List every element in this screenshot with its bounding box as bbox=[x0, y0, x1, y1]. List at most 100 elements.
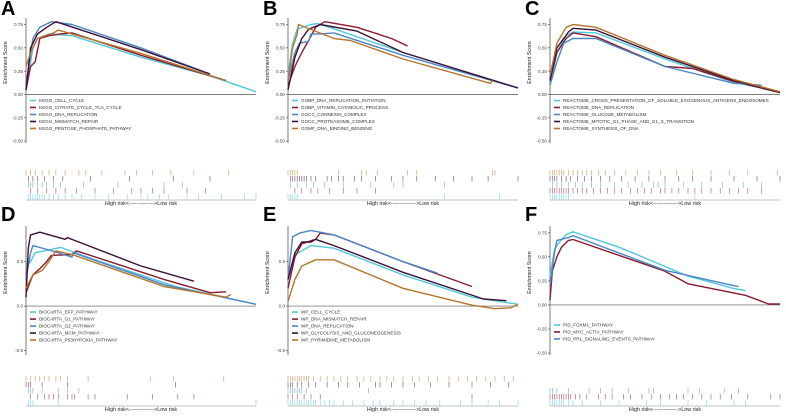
x-axis-label: High risk<-------------->Low risk bbox=[105, 407, 177, 413]
x-axis-label: High risk<-------------->Low risk bbox=[367, 201, 439, 207]
y-tick-label: -0.50 bbox=[275, 139, 286, 144]
y-tick-label: 0.25 bbox=[276, 69, 285, 74]
y-tick-label: 0.75 bbox=[538, 230, 547, 235]
legend-label: KEGG_PENTOSE_PHOSPHATE_PATHWAY bbox=[39, 126, 131, 131]
y-tick-label: -0.25 bbox=[537, 327, 548, 332]
x-axis-label: High risk<-------------->Low risk bbox=[629, 407, 701, 413]
y-tick-label: 0.5 bbox=[279, 259, 286, 264]
y-tick-label: -0.25 bbox=[537, 115, 548, 120]
y-tick-label: 0.25 bbox=[14, 69, 23, 74]
y-tick-label: -0.25 bbox=[13, 115, 24, 120]
legend-label: BIOCARTA_EFP_PATHWAY bbox=[39, 310, 98, 315]
panel-A: A 0.75 0.50 0.25 0.00 -0.25 -0.50 Enrichment Sc… bbox=[1, 0, 257, 207]
legend-label: WP_DNA_REPLICATION bbox=[301, 324, 354, 329]
panel-B: B 0.75 0.50 0.25 0.00 -0.25 -0.50 Enrichment Sc… bbox=[263, 0, 519, 207]
y-axis-label: Enrichment Score bbox=[3, 41, 9, 84]
legend-label: REACTOME_MITOTIC_G1_PHASE_AND_G1_S_TRANS… bbox=[563, 119, 694, 124]
es-curve-pid_prl_signaling_events_pathway bbox=[549, 234, 739, 288]
y-axis-label: Enrichment Score bbox=[265, 251, 271, 294]
panel-letter: F bbox=[525, 204, 537, 226]
y-tick-label: -0.50 bbox=[13, 139, 24, 144]
y-tick-label: -0.25 bbox=[275, 115, 286, 120]
panel-D: D 0.5 0.0 -0.5 Enrichment Score BIOCARTA_EFP_… bbox=[1, 204, 257, 413]
es-curve-gobp_dna_replication_initiation bbox=[287, 22, 519, 89]
es-curve-kegg_mismatch_repair bbox=[25, 21, 211, 90]
y-tick-label: -0.50 bbox=[537, 139, 548, 144]
y-tick-label: -0.50 bbox=[537, 351, 548, 356]
es-curve-wp_dna_replication bbox=[287, 229, 438, 280]
legend-label: BIOCARTA_MCM_PATHWAY bbox=[39, 331, 100, 336]
y-tick-label: 0.75 bbox=[276, 22, 285, 27]
y-axis-label: Enrichment Score bbox=[265, 41, 271, 84]
es-curve-gomf_dna_binding_bending bbox=[287, 23, 494, 84]
legend-label: WP_PYRIMIDINE_METABOLISM bbox=[301, 338, 370, 343]
y-tick-label: 0.75 bbox=[14, 22, 23, 27]
legend-label: KEGG_CITRATE_CYCLE_TCA_CYCLE bbox=[39, 105, 122, 110]
legend-label: GOBP_VITAMIN_CATABOLIC_PROCESS bbox=[301, 105, 388, 110]
y-tick-label: 0.00 bbox=[14, 92, 23, 97]
legend-label: WP_CELL_CYCLE bbox=[301, 310, 340, 315]
legend-label: BIOCARTA_P53HYPOXIA_PATHWAY bbox=[39, 338, 117, 343]
panel-letter: C bbox=[525, 0, 539, 20]
legend-label: REACTOME_GLUCOSE_METABOLISM bbox=[563, 112, 646, 117]
es-curve-gocc_connexin_complex bbox=[287, 32, 519, 89]
panel-letter: B bbox=[263, 0, 277, 20]
es-curve-wp_glycolysis_and_gluconeogenesis bbox=[287, 238, 507, 302]
es-curve-kegg_dna_replication bbox=[25, 21, 211, 86]
legend-label: WP_GLYCOLYSIS_AND_GLUCONEOGENESIS bbox=[301, 331, 401, 336]
es-curve-gocc_proteasome_complex bbox=[287, 23, 519, 90]
panel-letter: E bbox=[263, 204, 276, 226]
legend-label: PID_PRL_SIGNALING_EVENTS_PATHWAY bbox=[563, 337, 655, 342]
legend-label: REACTOME_CROSS_PRESENTATION_OF_SOLUBLE_E… bbox=[563, 98, 769, 103]
y-tick-label: 0.0 bbox=[17, 304, 24, 309]
legend-label: GOCC_CONNEXIN_COMPLEX bbox=[301, 112, 367, 117]
es-curve-biocarta_g1_pathway bbox=[25, 250, 227, 294]
y-tick-label: 0.50 bbox=[276, 45, 285, 50]
legend-label: GOBP_DNA_REPLICATION_INITIATION bbox=[301, 98, 386, 103]
legend-label: PID_FOXM1_PATHWAY bbox=[563, 323, 613, 328]
es-curve-wp_cell_cycle bbox=[287, 244, 519, 305]
panel-letter: D bbox=[1, 204, 15, 226]
y-tick-label: -0.5 bbox=[277, 348, 285, 353]
legend-label: WP_DNA_MISMATCH_REPAIR bbox=[301, 317, 367, 322]
y-tick-label: 0.0 bbox=[279, 304, 286, 309]
legend-label: REACTOME_SYNTHESIS_OF_DNA bbox=[563, 126, 640, 131]
y-tick-label: 0.25 bbox=[538, 278, 547, 283]
y-tick-label: -0.5 bbox=[15, 348, 23, 353]
y-tick-label: 0.25 bbox=[538, 69, 547, 74]
es-curve-kegg_citrate_cycle_tca_cycle bbox=[25, 32, 227, 90]
legend-label: KEGG_CELL_CYCLE bbox=[39, 98, 84, 103]
panel-E: E 0.5 0.0 -0.5 Enrichment Score WP_CELL_CYCLE… bbox=[263, 204, 519, 413]
es-curve-pid_myc_activ_pathway bbox=[549, 238, 780, 305]
legend-label: PID_MYC_ACTIV_PATHWAY bbox=[563, 330, 624, 335]
legend-label: GOMF_DNA_BINDING_BENDING bbox=[301, 126, 373, 131]
legend-label: REACTOME_DNA_REPLICATION bbox=[563, 105, 634, 110]
es-curve-biocarta_g2_pathway bbox=[25, 244, 257, 305]
y-tick-label: 0.5 bbox=[17, 259, 24, 264]
es-curve-kegg_cell_cycle bbox=[25, 33, 257, 93]
y-axis-label: Enrichment Score bbox=[527, 251, 533, 294]
es-curve-reactome_mitotic_g1_phase_and_g1_s_transition bbox=[549, 27, 781, 94]
es-curve-gobp_vitamin_catabolic_process bbox=[287, 21, 408, 86]
y-tick-label: 0.00 bbox=[538, 92, 547, 97]
es-curve-wp_pyrimidine_metabolism bbox=[287, 259, 519, 310]
y-tick-label: 0.50 bbox=[538, 45, 547, 50]
legend-label: BIOCARTA_G1_PATHWAY bbox=[39, 317, 95, 322]
y-axis-label: Enrichment Score bbox=[527, 41, 533, 84]
legend-label: BIOCARTA_G2_PATHWAY bbox=[39, 324, 95, 329]
es-curve-biocarta_p53hypoxia_pathway bbox=[25, 250, 232, 298]
legend-label: KEGG_DNA_REPLICATION bbox=[39, 112, 97, 117]
es-curve-kegg_pentose_phosphate_pathway bbox=[25, 29, 227, 82]
y-axis-label: Enrichment Score bbox=[3, 251, 9, 294]
x-axis-label: High risk<-------------->Low risk bbox=[105, 201, 177, 207]
es-curve-reactome_glucose_metabolism bbox=[549, 37, 762, 86]
legend-label: KEGG_MISMATCH_REPAIR bbox=[39, 119, 99, 124]
es-curve-biocarta_mcm_pathway bbox=[25, 231, 195, 298]
es-curve-biocarta_efp_pathway bbox=[25, 246, 257, 305]
x-axis-label: High risk<-------------->Low risk bbox=[367, 407, 439, 413]
legend-label: GOCC_PROTEASOME_COMPLEX bbox=[301, 119, 375, 124]
es-curve-reactome_synthesis_of_dna bbox=[549, 23, 781, 93]
panel-C: C 0.75 0.50 0.25 0.00 -0.25 -0.50 Enrichment Sc… bbox=[525, 0, 781, 207]
es-curve-reactome_dna_replication bbox=[549, 32, 781, 94]
